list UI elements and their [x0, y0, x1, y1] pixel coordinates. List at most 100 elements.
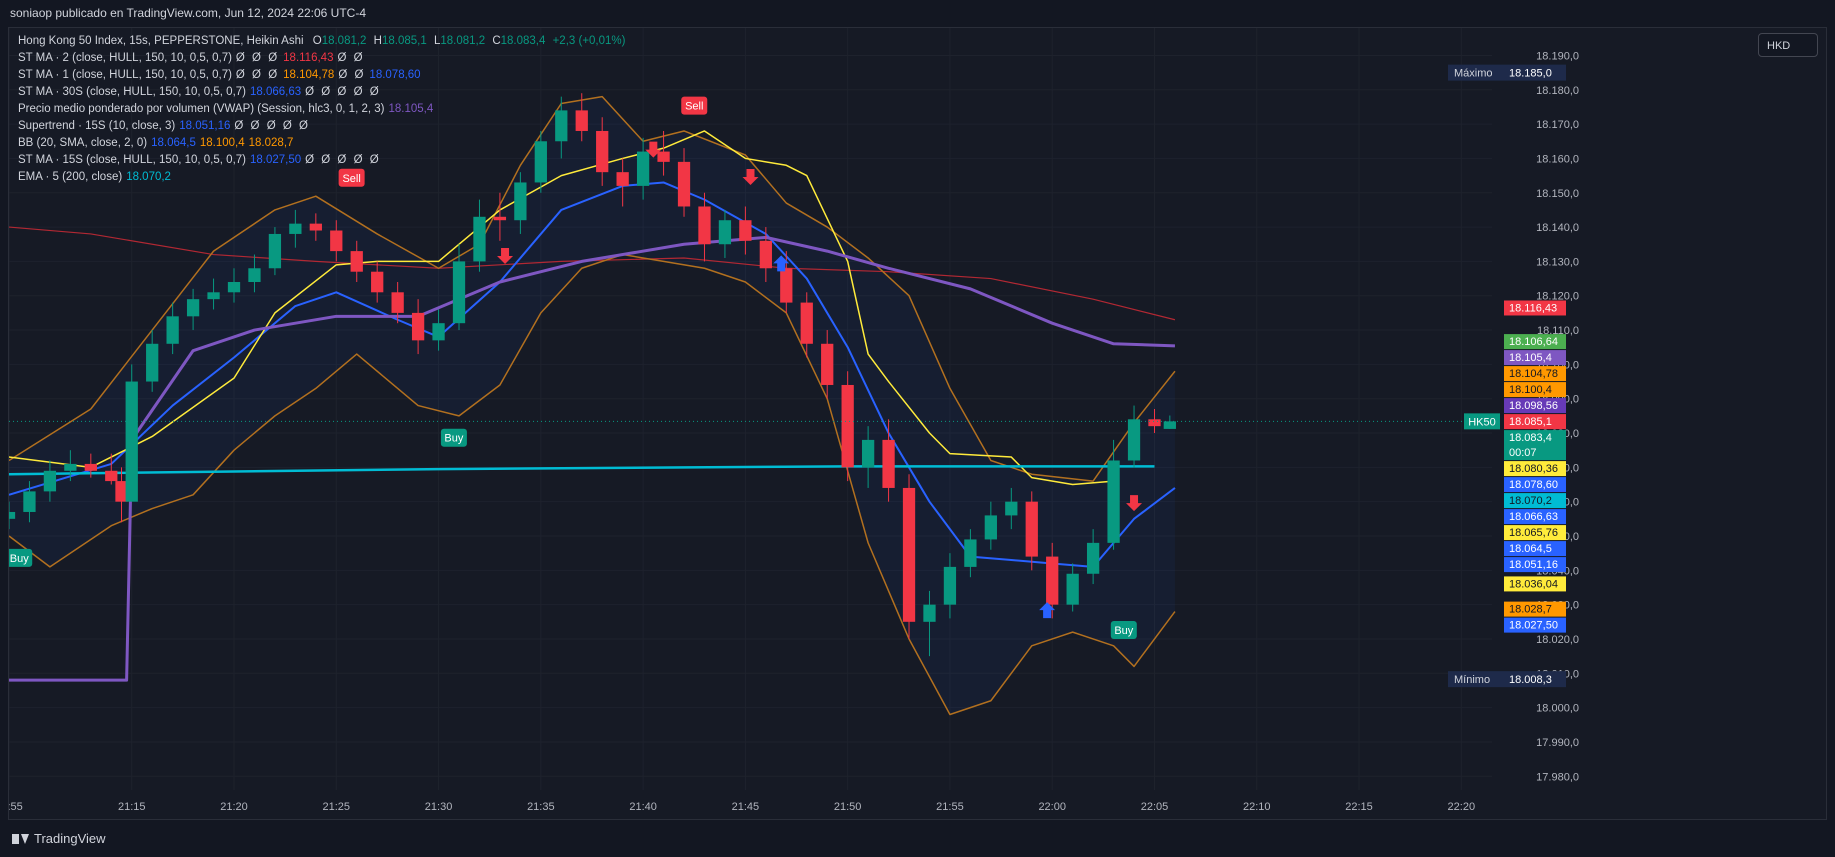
price-label-text: 18.085,1 — [1509, 416, 1552, 428]
chart-frame[interactable]: Buy Sell Buy Sell Buy 18.190,0 18.180,0 18.170… — [8, 27, 1827, 820]
time-tick-label: 21:35 — [527, 801, 555, 813]
time-tick-label: 14:55 — [9, 801, 23, 813]
candle-body — [718, 220, 732, 245]
indicator-legend-row[interactable]: ST MA · 2 (close, HULL, 150, 10, 0,5, 0,… — [18, 50, 625, 67]
price-axis-label: 18.085,1 — [1504, 414, 1566, 430]
indicator-title: Precio medio ponderado por volumen (VWAP… — [18, 103, 385, 115]
price-tick-label: 18.140,0 — [1536, 222, 1579, 234]
indicator-empty-values: Ø Ø Ø Ø Ø — [305, 154, 381, 166]
price-tick-label: 18.190,0 — [1536, 50, 1579, 62]
bollinger-fill — [9, 96, 1175, 715]
indicator-title: ST MA · 30S (close, HULL, 150, 10, 0,5, … — [18, 86, 246, 98]
price-tick-label: 18.000,0 — [1536, 703, 1579, 715]
price-label-box — [1504, 509, 1566, 525]
tradingview-logo-icon — [12, 833, 29, 844]
indicator-legend-row[interactable]: Precio medio ponderado por volumen (VWAP… — [18, 101, 625, 118]
candle-body — [43, 470, 57, 492]
currency-button[interactable]: HKD — [1758, 33, 1818, 57]
price-tick-label: 17.990,0 — [1536, 737, 1579, 749]
candle-body — [555, 110, 568, 142]
buy-signal-label: Buy — [440, 428, 467, 447]
publisher-bar: soniaop publicado en TradingView.com, Ju… — [0, 0, 1835, 27]
price-axis-label: 18.106,64 — [1504, 334, 1566, 350]
indicator-legend-row[interactable]: ST MA · 15S (close, HULL, 150, 10, 0,5, … — [18, 152, 625, 169]
candle-body — [473, 216, 486, 262]
arrow-down-icon — [742, 169, 759, 186]
indicator-value: 18.027,50 — [249, 154, 302, 166]
candle-body — [698, 206, 711, 245]
ohlc-low-label: L — [433, 35, 441, 47]
time-tick-label: 21:20 — [220, 801, 248, 813]
candle-body — [821, 343, 834, 385]
signal-box — [681, 96, 708, 115]
extreme-label-box — [1448, 671, 1566, 688]
price-chart[interactable]: Buy Sell Buy Sell Buy 18.190,0 18.180,0 18.170… — [9, 28, 1826, 819]
symbol-title: Hong Kong 50 Index, 15s, PEPPERSTONE, He… — [18, 35, 304, 47]
legend-symbol-row[interactable]: Hong Kong 50 Index, 15s, PEPPERSTONE, He… — [18, 33, 625, 50]
time-tick-label: 21:45 — [732, 801, 760, 813]
price-axis-label: 18.080,36 — [1504, 461, 1566, 477]
indicator-legend-row[interactable]: EMA · 5 (200, close) 18.070,2 — [18, 169, 625, 186]
time-tick-label: 21:15 — [118, 801, 146, 813]
price-axis-label: 18.036,04 — [1504, 576, 1566, 592]
signal-text: Buy — [10, 553, 29, 565]
price-label-box — [1504, 477, 1566, 493]
signal-box — [9, 548, 33, 567]
candle-body — [9, 511, 16, 519]
sell-signal-label: Sell — [681, 96, 708, 115]
price-tick-label: 18.150,0 — [1536, 188, 1579, 200]
candle-body — [371, 271, 384, 293]
price-label-text: 18.078,60 — [1509, 479, 1558, 491]
bollinger-band-fill — [9, 96, 1175, 715]
candle-body — [1127, 419, 1141, 461]
buy-signal-label: Buy — [9, 548, 33, 567]
indicator-empty-values: Ø Ø Ø Ø Ø — [234, 120, 310, 132]
indicator-legend-row[interactable]: ST MA · 30S (close, HULL, 150, 10, 0,5, … — [18, 84, 625, 101]
indicator-value: 18.070,2 — [126, 171, 171, 183]
candle-body — [309, 223, 322, 231]
candle-body — [452, 261, 466, 324]
price-label-text: 18.105,4 — [1509, 352, 1552, 364]
price-label-text: 18.065,76 — [1509, 527, 1558, 539]
indicator-value: 18.105,4 — [388, 103, 434, 115]
candle-body — [759, 240, 772, 269]
indicator-empty-values: Ø Ø Ø — [235, 52, 280, 64]
ohlc-close: 18.083,4 — [500, 35, 546, 47]
candle-body — [1148, 419, 1161, 427]
candle-body — [289, 223, 302, 234]
indicator-legend-row[interactable]: ST MA · 1 (close, HULL, 150, 10, 0,5, 0,… — [18, 67, 625, 84]
price-axis-label: 18.098,56 — [1504, 398, 1566, 414]
price-label-text: 18.080,36 — [1509, 463, 1558, 475]
price-axis-label: 18.066,63 — [1504, 509, 1566, 525]
ohlc-high: 18.085,1 — [381, 35, 427, 47]
candle-body — [636, 151, 650, 186]
price-axis-label: 18.028,7 — [1504, 601, 1566, 617]
red-ma-line — [9, 226, 1176, 321]
candle-body — [105, 470, 118, 482]
candle-body — [677, 161, 691, 207]
price-axis-label: 18.105,4 — [1504, 350, 1566, 366]
vwap-line — [9, 235, 1175, 682]
candle-body — [1066, 573, 1079, 605]
candle-body — [493, 216, 507, 221]
tradingview-brand[interactable]: TradingView — [12, 831, 106, 846]
price-label-text: 18.083,4 — [1509, 432, 1552, 444]
price-label-box — [1504, 366, 1566, 382]
candle-body — [861, 439, 875, 468]
price-axis-label: 18.078,60 — [1504, 477, 1566, 493]
candle-body — [514, 182, 527, 221]
countdown-text: 00:07 — [1509, 447, 1537, 459]
ohlc-open: 18.081,2 — [321, 35, 367, 47]
candle-body — [268, 233, 282, 269]
candle-body — [146, 343, 159, 382]
price-label-text: 18.070,2 — [1509, 495, 1552, 507]
indicator-title: ST MA · 15S (close, HULL, 150, 10, 0,5, … — [18, 154, 246, 166]
indicator-legend-row[interactable]: BB (20, SMA, close, 2, 0) 18.064,5 18.100,… — [18, 135, 625, 152]
indicator-value: 18.104,78 — [283, 69, 335, 81]
extreme-label-box — [1448, 64, 1566, 81]
candle-body — [1107, 460, 1120, 543]
time-tick-label: 22:05 — [1141, 801, 1169, 813]
indicator-legend-row[interactable]: Supertrend · 15S (10, close, 3) 18.051,16… — [18, 118, 625, 135]
price-label-box — [1504, 461, 1566, 477]
candle-body — [207, 292, 220, 300]
